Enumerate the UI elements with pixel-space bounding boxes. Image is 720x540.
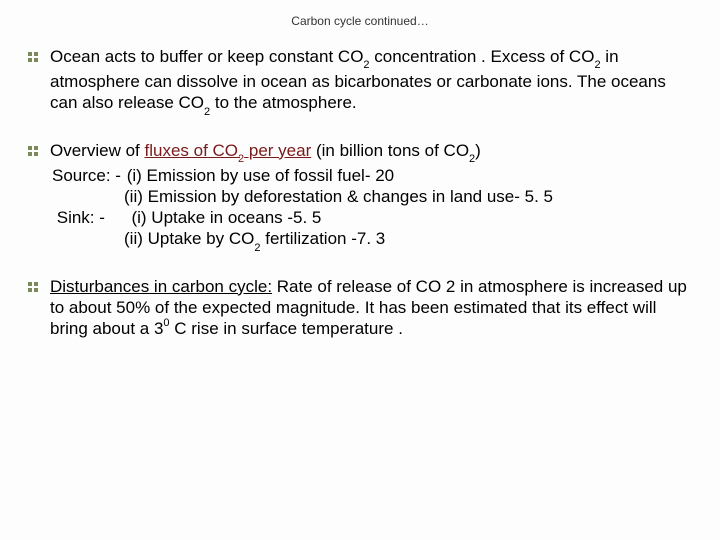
sub-2: 2 — [254, 242, 260, 254]
bullet-3: Disturbances in carbon cycle: Rate of re… — [28, 276, 692, 340]
flux-details: Source: - (i) Emission by use of fossil … — [50, 165, 692, 254]
bullet-2: Overview of fluxes of CO2 per year (in b… — [28, 140, 692, 254]
b2-text-3: ) — [475, 141, 481, 160]
sink-item-2b: fertilization -7. 3 — [261, 229, 386, 248]
b3-text-2: C rise in surface temperature . — [170, 319, 403, 338]
flux-text-2: per year — [244, 141, 311, 160]
source-line-2: (ii) Emission by deforestation & changes… — [52, 186, 692, 207]
slide-title: Carbon cycle continued… — [28, 14, 692, 28]
sink-item-2a: (ii) Uptake by CO — [124, 229, 254, 248]
sub-2: 2 — [469, 153, 475, 165]
sub-2: 2 — [204, 106, 210, 118]
b1-text-4: to the atmosphere. — [210, 93, 356, 112]
source-item-1: (i) Emission by use of fossil fuel- 20 — [127, 166, 394, 185]
sub-2: 2 — [363, 59, 369, 71]
sub-2: 2 — [238, 153, 244, 165]
b2-text-1: Overview of — [50, 141, 144, 160]
source-line-1: Source: - (i) Emission by use of fossil … — [52, 165, 692, 186]
sink-line-2: (ii) Uptake by CO2 fertilization -7. 3 — [52, 228, 692, 253]
b1-text-2: concentration . Excess of CO — [370, 47, 595, 66]
bullet-1: Ocean acts to buffer or keep constant CO… — [28, 46, 692, 118]
disturbances-label: Disturbances in carbon cycle: — [50, 277, 272, 296]
sink-label: Sink: - — [57, 207, 127, 228]
bullet-list: Ocean acts to buffer or keep constant CO… — [28, 46, 692, 339]
flux-text: fluxes of CO — [144, 141, 238, 160]
fluxes-label: fluxes of CO2 per year — [144, 141, 311, 160]
sink-line-1: Sink: - (i) Uptake in oceans -5. 5 — [52, 207, 692, 228]
sink-item-1: (i) Uptake in oceans -5. 5 — [131, 208, 321, 227]
sup-0: 0 — [163, 317, 169, 329]
source-label: Source: - — [52, 165, 122, 186]
b1-text-1: Ocean acts to buffer or keep constant CO — [50, 47, 363, 66]
sub-2: 2 — [594, 59, 600, 71]
b2-text-2: (in billion tons of CO — [311, 141, 469, 160]
